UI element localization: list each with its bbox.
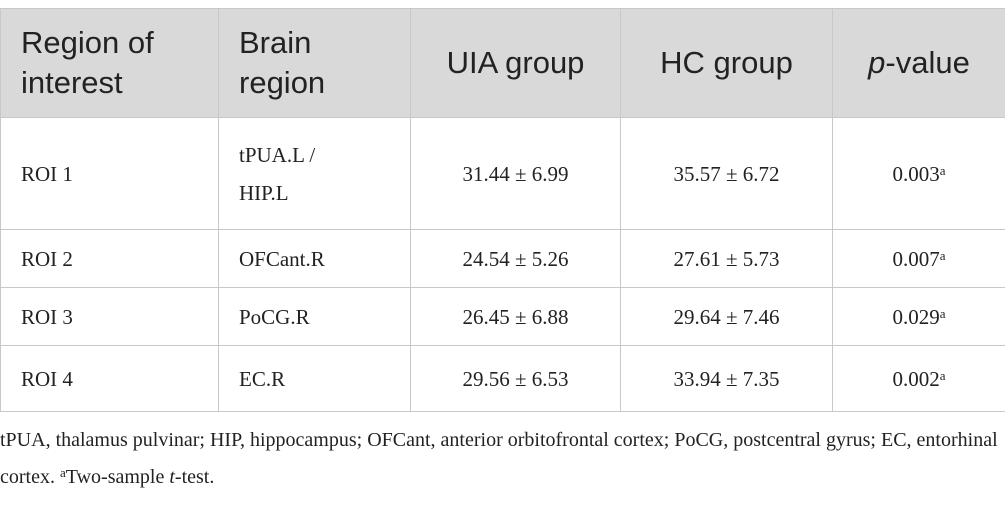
p-value: 0.003 xyxy=(892,161,940,186)
header-text: -value xyxy=(885,45,970,80)
header-cell: p-value xyxy=(832,8,1005,118)
header-cell: UIA group xyxy=(410,8,621,118)
p-note: a xyxy=(939,305,946,321)
p-cell: 0.029a xyxy=(832,287,1005,346)
roi-cell: ROI 3 xyxy=(0,287,219,346)
region-cell: OFCant.R xyxy=(218,229,411,288)
footnote-end: -test. xyxy=(174,466,215,488)
p-value: 0.007 xyxy=(892,246,940,271)
p-cell: 0.003a xyxy=(832,117,1005,230)
roi-cell: ROI 2 xyxy=(0,229,219,288)
results-table: Region of interest Brain region UIA group H… xyxy=(0,8,1005,412)
p-note: a xyxy=(939,247,946,263)
hc-cell: 33.94 ± 7.35 xyxy=(620,345,833,412)
header-cell: Region of interest xyxy=(0,8,219,118)
region-cell: tPUA.L / HIP.L xyxy=(218,117,411,230)
header-cell: HC group xyxy=(620,8,833,118)
table-row: ROI 4 EC.R 29.56 ± 6.53 33.94 ± 7.35 0.002a xyxy=(0,345,1005,412)
hc-cell: 27.61 ± 5.73 xyxy=(620,229,833,288)
p-cell: 0.002a xyxy=(832,345,1005,412)
hc-cell: 29.64 ± 7.46 xyxy=(620,287,833,346)
table-body: ROI 1 tPUA.L / HIP.L 31.44 ± 6.99 35.57 ± 6… xyxy=(0,117,1005,412)
p-note: a xyxy=(939,367,946,383)
p-note: a xyxy=(939,162,946,178)
roi-cell: ROI 4 xyxy=(0,345,219,412)
p-value: 0.029 xyxy=(892,304,940,329)
footnote-italic: t xyxy=(169,466,175,488)
header-italic: p xyxy=(868,45,886,80)
region-cell: EC.R xyxy=(218,345,411,412)
header-row: Region of interest Brain region UIA group H… xyxy=(0,8,1005,118)
table-row: ROI 1 tPUA.L / HIP.L 31.44 ± 6.99 35.57 ± 6… xyxy=(0,117,1005,230)
hc-cell: 35.57 ± 6.72 xyxy=(620,117,833,230)
uia-cell: 29.56 ± 6.53 xyxy=(410,345,621,412)
footnote-test: Two-sample xyxy=(65,466,170,488)
table-row: ROI 3 PoCG.R 26.45 ± 6.88 29.64 ± 7.46 0.029… xyxy=(0,287,1005,346)
footnote-text: tPUA, thalamus pulvinar; HIP, hippocampu… xyxy=(0,429,998,488)
uia-cell: 26.45 ± 6.88 xyxy=(410,287,621,346)
roi-cell: ROI 1 xyxy=(0,117,219,230)
p-value: 0.002 xyxy=(892,366,940,391)
p-cell: 0.007a xyxy=(832,229,1005,288)
region-cell: PoCG.R xyxy=(218,287,411,346)
footnote: tPUA, thalamus pulvinar; HIP, hippocampu… xyxy=(0,422,1000,496)
footnote-mark: a xyxy=(59,465,66,480)
header-cell: Brain region xyxy=(218,8,411,118)
table-row: ROI 2 OFCant.R 24.54 ± 5.26 27.61 ± 5.73 0.0… xyxy=(0,229,1005,288)
uia-cell: 24.54 ± 5.26 xyxy=(410,229,621,288)
uia-cell: 31.44 ± 6.99 xyxy=(410,117,621,230)
